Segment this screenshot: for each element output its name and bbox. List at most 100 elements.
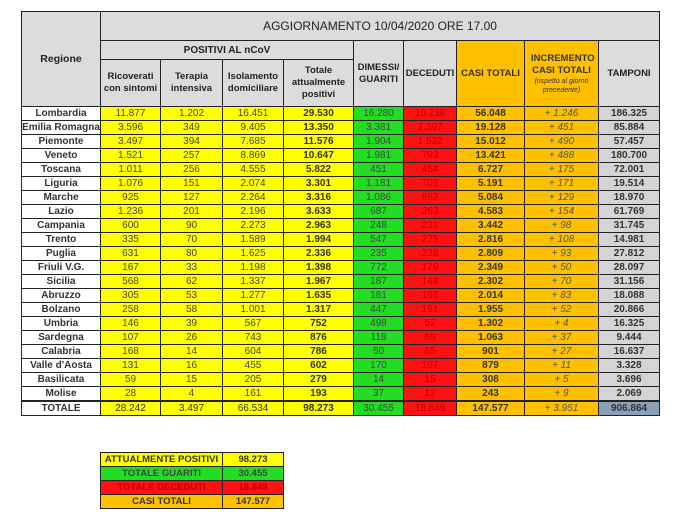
cell-incremento: + 37: [524, 330, 599, 345]
cell-tamponi: 61.769: [597, 204, 661, 219]
cell-dimessi: 1.086: [353, 190, 404, 205]
cell-casi-totali: 19.128: [456, 120, 525, 135]
table-row: Calabria 168 14 604 786 50 65 901 + 27 16.637: [21, 344, 661, 359]
cell-terapia: 394: [160, 134, 223, 149]
cell-totale-positivi: 3.316: [283, 190, 354, 205]
table-row: Lazio 1.236 201 2.196 3.633 687 263 4.583 + 154 6…: [21, 204, 661, 219]
cell-deceduti: 10.238: [403, 106, 457, 121]
table-row: Veneto 1.521 257 8.869 10.647 1.981 793 13.421 +…: [21, 148, 661, 163]
summary-label: ATTUALMENTE POSITIVI: [100, 452, 223, 467]
summary-row: TOTALE GUARITI 30.455: [100, 466, 284, 481]
cell-terapia: 257: [160, 148, 223, 163]
cell-incremento: + 171: [524, 176, 599, 191]
cell-dimessi: 248: [353, 218, 404, 233]
cell-isolamento: 1.625: [222, 246, 284, 261]
cell-regione: Valle d'Aosta: [21, 358, 101, 373]
cell-dimessi: 30.455: [353, 400, 404, 416]
cell-incremento: + 83: [524, 288, 599, 303]
cell-regione: Emilia Romagna: [21, 120, 101, 135]
cell-incremento: + 488: [524, 148, 599, 163]
cell-dimessi: 50: [353, 344, 404, 359]
header-ricoverati: Ricoverati con sintomi: [100, 59, 161, 107]
cell-totale-positivi: 29.530: [283, 106, 354, 121]
cell-dimessi: 3.381: [353, 120, 404, 135]
cell-deceduti: 682: [403, 190, 457, 205]
cell-totale-positivi: 13.350: [283, 120, 354, 135]
cell-incremento: + 9: [524, 386, 599, 402]
cell-terapia: 16: [160, 358, 223, 373]
cell-incremento: + 5: [524, 372, 599, 387]
cell-tamponi: 19.514: [597, 176, 661, 191]
table-row: Sardegna 107 26 743 876 118 69 1.063 + 37 9.444: [21, 330, 661, 345]
cell-casi-totali: 879: [456, 358, 525, 373]
cell-deceduti: 454: [403, 162, 457, 177]
cell-terapia: 256: [160, 162, 223, 177]
cell-isolamento: 161: [222, 386, 284, 402]
cell-isolamento: 2.273: [222, 218, 284, 233]
cell-regione: Sardegna: [21, 330, 101, 345]
cell-casi-totali: 5.084: [456, 190, 525, 205]
cell-ricoverati: 3.596: [100, 120, 161, 135]
cell-ricoverati: 925: [100, 190, 161, 205]
cell-incremento: + 129: [524, 190, 599, 205]
cell-isolamento: 1.198: [222, 260, 284, 275]
cell-totale-positivi: 193: [283, 386, 354, 402]
cell-isolamento: 455: [222, 358, 284, 373]
cell-regione: Abruzzo: [21, 288, 101, 303]
cell-deceduti: 198: [403, 288, 457, 303]
cell-incremento: + 451: [524, 120, 599, 135]
summary-value: 30.455: [222, 466, 284, 481]
cell-regione: Puglia: [21, 246, 101, 261]
cell-regione: Molise: [21, 386, 101, 402]
header-positivi: POSITIVI AL nCoV: [100, 40, 354, 60]
cell-isolamento: 205: [222, 372, 284, 387]
cell-tamponi: 18.970: [597, 190, 661, 205]
cell-incremento: + 490: [524, 134, 599, 149]
header-regione: Regione: [21, 11, 101, 107]
cell-tamponi: 9.444: [597, 330, 661, 345]
cell-terapia: 349: [160, 120, 223, 135]
cell-dimessi: 687: [353, 204, 404, 219]
cell-totale-positivi: 3.301: [283, 176, 354, 191]
table-row: Toscana 1.011 256 4.555 5.822 451 454 6.727 + 17…: [21, 162, 661, 177]
header-deceduti: DECEDUTI: [403, 40, 457, 107]
cell-dimessi: 16.280: [353, 106, 404, 121]
cell-isolamento: 9.405: [222, 120, 284, 135]
cell-ricoverati: 1.521: [100, 148, 161, 163]
cell-ricoverati: 11.877: [100, 106, 161, 121]
cell-regione: Calabria: [21, 344, 101, 359]
cell-dimessi: 451: [353, 162, 404, 177]
table-body: Lombardia 11.877 1.202 16.451 29.530 16.280 10…: [21, 106, 661, 416]
cell-deceduti: 238: [403, 246, 457, 261]
table-row: Bolzano 258 58 1.001 1.317 447 191 1.955 + 52 20.…: [21, 302, 661, 317]
cell-totale-positivi: 11.576: [283, 134, 354, 149]
cell-ricoverati: 1.076: [100, 176, 161, 191]
cell-casi-totali: 13.421: [456, 148, 525, 163]
cell-totale-positivi: 752: [283, 316, 354, 331]
cell-casi-totali: 308: [456, 372, 525, 387]
cell-ricoverati: 28: [100, 386, 161, 402]
table-row: Campania 600 90 2.273 2.963 248 231 3.442 + 98 31…: [21, 218, 661, 233]
cell-terapia: 1.202: [160, 106, 223, 121]
table-row: Puglia 631 80 1.625 2.336 235 238 2.809 + 93 27.8…: [21, 246, 661, 261]
cell-incremento: + 27: [524, 344, 599, 359]
cell-ricoverati: 631: [100, 246, 161, 261]
summary-value: 18.849: [222, 480, 284, 495]
cell-isolamento: 66.534: [222, 400, 284, 416]
summary-row: TOTALE DECEDUTI 18.849: [100, 480, 284, 495]
cell-tamponi: 31.745: [597, 218, 661, 233]
cell-incremento: + 4: [524, 316, 599, 331]
cell-isolamento: 2.264: [222, 190, 284, 205]
totale-row: TOTALE 28.242 3.497 66.534 98.273 30.455 18.84…: [21, 400, 661, 416]
cell-tamponi: 906.864: [597, 400, 661, 416]
cell-terapia: 58: [160, 302, 223, 317]
table-row: Liguria 1.076 151 2.074 3.301 1.181 709 5.191 + …: [21, 176, 661, 191]
cell-isolamento: 604: [222, 344, 284, 359]
cell-terapia: 3.497: [160, 400, 223, 416]
cell-casi-totali: 243: [456, 386, 525, 402]
cell-deceduti: 52: [403, 316, 457, 331]
incremento-label: INCREMENTO CASI TOTALI: [531, 52, 595, 76]
cell-totale-positivi: 10.647: [283, 148, 354, 163]
cell-isolamento: 2.074: [222, 176, 284, 191]
cell-regione: Basilicata: [21, 372, 101, 387]
